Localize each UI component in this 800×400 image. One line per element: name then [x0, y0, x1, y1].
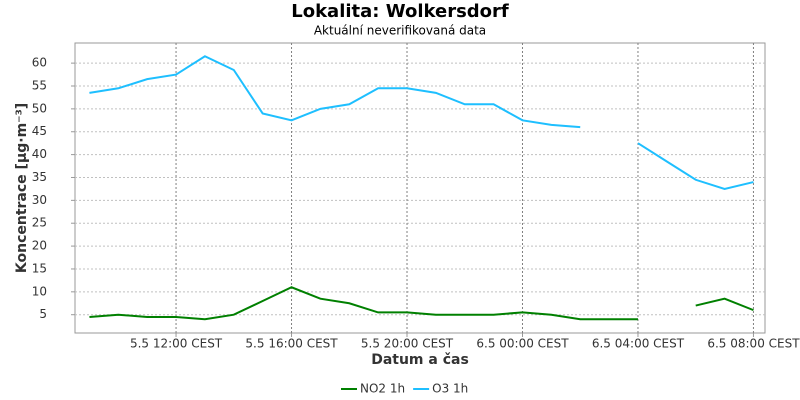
y-tick-label: 5 [39, 307, 47, 321]
x-tick-label: 5.5 20:00 CEST [361, 337, 454, 351]
y-tick-label: 25 [32, 216, 47, 230]
y-tick-label: 55 [32, 78, 47, 92]
plot-area [74, 42, 766, 334]
data-line [89, 286, 754, 321]
y-tick-label: 30 [32, 193, 47, 207]
x-tick-label: 5.5 12:00 CEST [130, 337, 223, 351]
data-line [89, 55, 754, 190]
chart-title: Lokalita: Wolkersdorf [291, 1, 509, 22]
y-tick-label: 35 [32, 170, 47, 184]
y-tick-label: 15 [32, 261, 47, 275]
chart-subtitle: Aktuální neverifikovaná data [314, 24, 486, 38]
y-tick-label: 40 [32, 147, 47, 161]
x-tick-label: 6.5 00:00 CEST [476, 337, 569, 351]
y-tick-label: 45 [32, 124, 47, 138]
legend-label: O3 1h [432, 382, 468, 396]
y-tick-label: 10 [32, 284, 47, 298]
x-axis-label: Datum a čas [371, 352, 469, 368]
legend-label: NO2 1h [360, 382, 405, 396]
y-axis-label: Koncentrace [µg·m⁻³] [14, 103, 30, 273]
y-tick-label: 20 [32, 239, 47, 253]
x-tick-label: 5.5 16:00 CEST [245, 337, 338, 351]
y-tick-label: 50 [32, 101, 47, 115]
y-tick-label: 60 [32, 56, 47, 70]
x-tick-label: 6.5 04:00 CEST [592, 337, 685, 351]
x-tick-label: 6.5 08:00 CEST [707, 337, 800, 351]
